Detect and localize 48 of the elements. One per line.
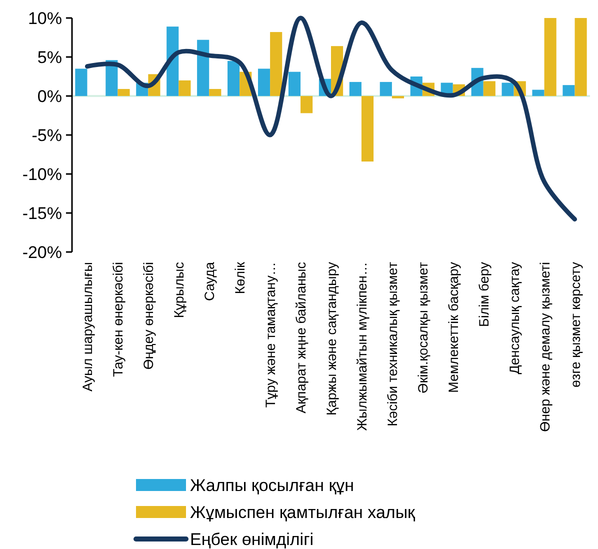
x-tick-label: өзге қызмет көрсету (568, 262, 583, 388)
bar (178, 80, 191, 96)
bar (380, 82, 392, 96)
y-tick-label: -20% (22, 242, 62, 262)
bar (361, 96, 374, 162)
legend-label: Еңбек өнімділігі (190, 530, 314, 549)
x-tick-label: Ақпарат жңне байланыс (294, 262, 309, 414)
x-tick-label: Ауыл шаруашылығы (80, 262, 96, 392)
x-tick-label: Қаржы және сақтандыру (324, 262, 339, 416)
x-tick-label: Білім беру (476, 262, 492, 327)
x-tick-label: Көлік (232, 262, 248, 294)
y-tick-label: 0% (37, 86, 62, 106)
y-tick-label: -10% (22, 164, 62, 184)
x-tick-label: Мемлекеттік басқару (446, 262, 461, 393)
y-tick-label: 5% (37, 48, 62, 67)
bar (228, 60, 240, 96)
x-tick-label: Өнер және демалу қызметі (537, 262, 552, 432)
bar (270, 32, 282, 96)
bar (502, 82, 514, 96)
x-tick-label: Денсаулық сақтау (506, 262, 522, 374)
bar (75, 68, 88, 96)
y-tick-label: -15% (22, 204, 62, 223)
bar (209, 88, 222, 96)
legend-label: Жалпы қосылған құн (190, 476, 354, 495)
x-tick-label: Тұру және тамақтану… (263, 262, 278, 408)
y-tick-label: 10% (28, 8, 62, 28)
bar (483, 81, 496, 96)
x-tick-label: Әкім.қосалқы қызмет (415, 262, 430, 394)
x-tick-label: Сауда (202, 262, 218, 301)
x-tick-label: Тау-кен өнеркәсібі (110, 262, 126, 377)
x-tick-label: Кәсіби техникалық қызмет (384, 262, 400, 426)
bar (197, 40, 210, 96)
bar (532, 90, 544, 96)
bar (258, 68, 270, 96)
x-tick-label: Жылжымайтын мүлікпен… (354, 262, 370, 431)
bar (118, 88, 130, 96)
x-tick-label: Құрылыс (172, 262, 187, 318)
bar (544, 18, 556, 96)
bar (562, 85, 575, 96)
x-tick-label: Өңдеу өнеркәсібі (141, 262, 156, 370)
bar (166, 26, 179, 96)
y-tick-label: -5% (32, 126, 62, 145)
bar (300, 96, 313, 114)
bar (574, 18, 587, 96)
legend-label: Жұмыспен қамтылған халық (190, 502, 416, 522)
line-series (84, 16, 578, 222)
bar (349, 82, 362, 96)
bar (288, 72, 301, 96)
